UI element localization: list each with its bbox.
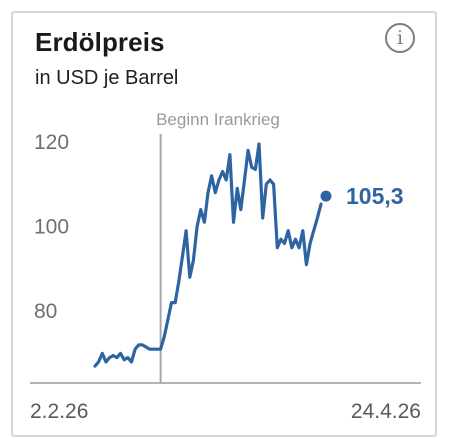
- chart-subtitle: in USD je Barrel: [35, 67, 179, 89]
- x-tick-start: 2.2.26: [30, 400, 88, 423]
- y-tick-100: 100: [34, 216, 69, 239]
- x-tick-end: 24.4.26: [351, 400, 421, 423]
- y-tick-120: 120: [34, 131, 69, 154]
- y-tick-80: 80: [34, 300, 57, 323]
- chart-title: Erdölpreis: [35, 27, 165, 57]
- info-icon[interactable]: i: [385, 23, 415, 53]
- y-axis-ticks: 120 100 80: [34, 131, 69, 323]
- end-point: [318, 188, 334, 204]
- chart-card: Erdölpreis in USD je Barrel i: [11, 11, 437, 437]
- series-line: [93, 142, 323, 368]
- end-value-label: 105,3: [346, 183, 404, 209]
- annotation-label: Beginn Irankrieg: [156, 110, 280, 129]
